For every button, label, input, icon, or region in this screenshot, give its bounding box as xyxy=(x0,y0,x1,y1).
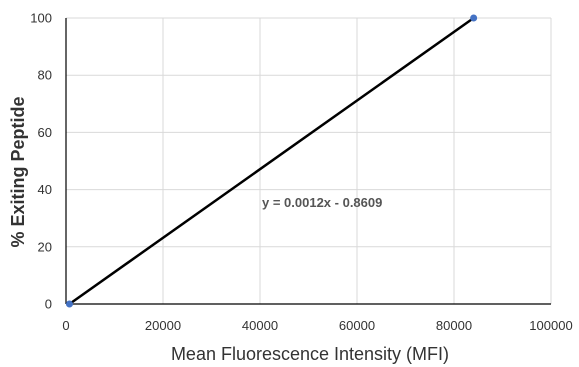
x-axis-title: Mean Fluorescence Intensity (MFI) xyxy=(171,344,449,364)
x-tick-label: 0 xyxy=(62,318,69,333)
trendline-equation: y = 0.0012x - 0.8609 xyxy=(262,195,382,210)
x-tick-label: 80000 xyxy=(436,318,472,333)
data-points xyxy=(65,14,478,308)
data-point xyxy=(470,14,478,22)
y-tick-label: 40 xyxy=(38,182,52,197)
x-tick-labels: 0 20000 40000 60000 80000 100000 xyxy=(62,318,572,333)
y-tick-label: 100 xyxy=(30,11,52,26)
data-point xyxy=(65,300,73,308)
x-tick-label: 60000 xyxy=(339,318,375,333)
y-tick-label: 80 xyxy=(38,68,52,83)
x-tick-label: 100000 xyxy=(529,318,572,333)
y-tick-label: 60 xyxy=(38,125,52,140)
y-axis-title: % Exiting Peptide xyxy=(8,96,28,247)
x-tick-label: 40000 xyxy=(242,318,278,333)
y-tick-labels: 0 20 40 60 80 100 xyxy=(30,11,52,312)
y-tick-label: 20 xyxy=(38,239,52,254)
y-tick-label: 0 xyxy=(45,297,52,312)
x-tick-label: 20000 xyxy=(145,318,181,333)
trendline xyxy=(68,16,475,306)
grid xyxy=(66,17,552,304)
